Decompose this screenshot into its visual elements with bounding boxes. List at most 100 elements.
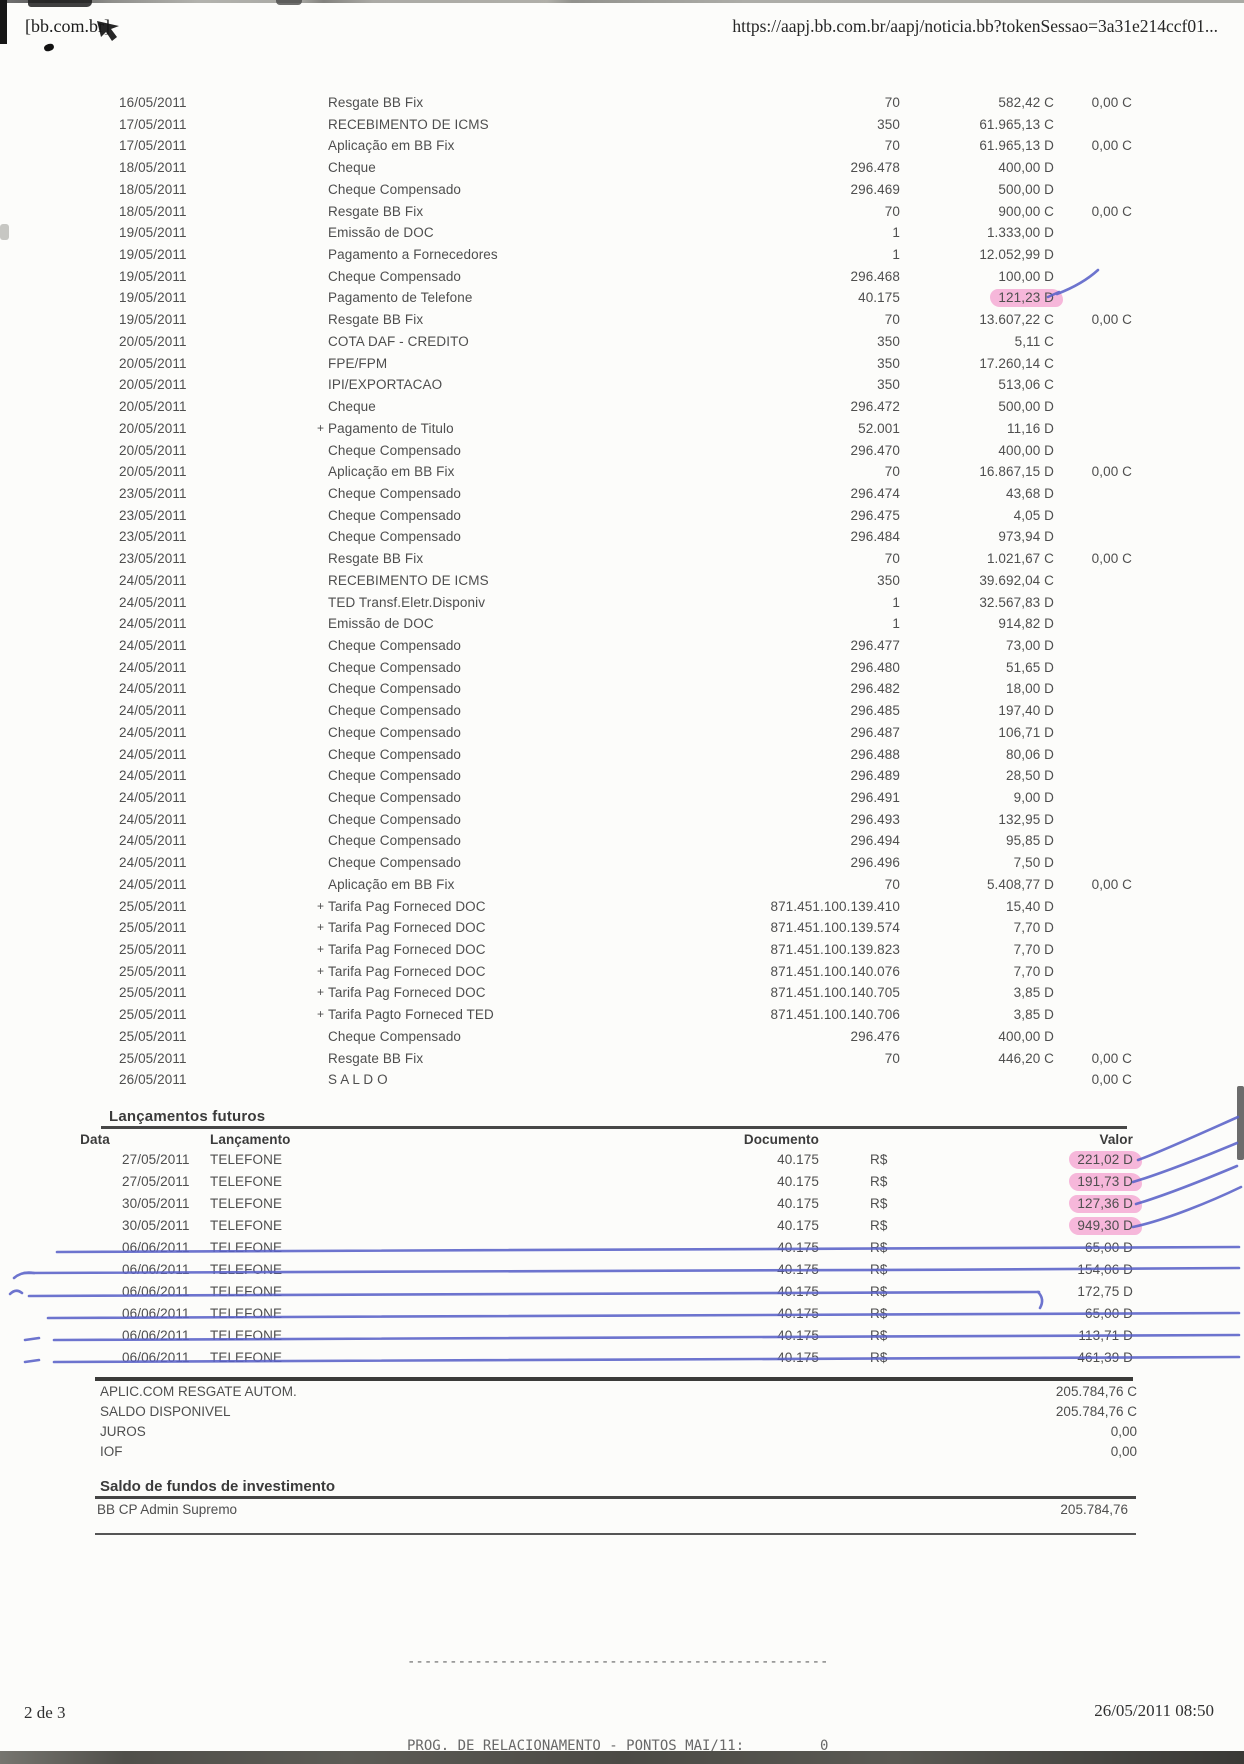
transaction-document: 871.451.100.139.574 — [770, 920, 900, 936]
transaction-document: 70 — [884, 1050, 900, 1066]
transaction-value: 7,70 D — [1013, 920, 1054, 936]
transaction-date: 23/05/2011 — [119, 507, 187, 523]
transaction-balance — [1054, 266, 1132, 288]
transaction-document: 1 — [892, 594, 900, 610]
plus-indicator — [317, 635, 328, 657]
future-entry-document: 40.175 — [777, 1328, 819, 1343]
plus-indicator — [317, 461, 328, 483]
transaction-value: 106,71 D — [998, 724, 1054, 740]
transaction-document: 70 — [884, 551, 900, 567]
transaction-document: 296.489 — [850, 768, 900, 784]
future-entry-row: 06/06/2011 TELEFONE 40.175 R$ 65,00 D — [0, 1237, 1244, 1259]
transaction-value: 7,70 D — [1013, 942, 1054, 958]
plus-indicator — [317, 874, 328, 896]
transaction-value: 61.965,13 D — [979, 138, 1054, 154]
plus-indicator — [317, 570, 328, 592]
transaction-row: 24/05/2011 Emissão de DOC 1 914,82 D — [0, 613, 1244, 635]
transaction-value: 400,00 D — [998, 1028, 1054, 1044]
transaction-date: 24/05/2011 — [119, 790, 187, 805]
transaction-date: 20/05/2011 — [119, 399, 187, 415]
future-entry-date: 27/05/2011 — [122, 1152, 190, 1167]
transaction-row: 24/05/2011 Cheque Compensado 296.485 197… — [0, 700, 1244, 722]
transaction-document: 350 — [877, 116, 900, 132]
transaction-document: 296.493 — [850, 811, 900, 827]
transaction-description: Cheque Compensado — [328, 442, 462, 458]
transaction-row: 18/05/2011 Cheque Compensado 296.469 500… — [0, 179, 1244, 201]
transaction-balance — [1054, 157, 1132, 179]
transaction-date: 23/05/2011 — [119, 551, 187, 567]
transaction-balance — [1054, 657, 1132, 679]
plus-indicator — [317, 135, 328, 157]
transaction-row: 24/05/2011 Aplicação em BB Fix 70 5.408,… — [0, 874, 1244, 896]
ink-smudge-artifact — [43, 42, 55, 53]
transaction-balance — [1054, 114, 1132, 136]
future-entry-row: 30/05/2011 TELEFONE 40.175 R$ 949,30 D — [0, 1215, 1244, 1237]
funds-title-rule — [95, 1496, 1136, 1499]
plus-indicator — [317, 179, 328, 201]
transaction-value: 17.260,14 C — [979, 355, 1054, 371]
transaction-description: Pagamento de Titulo — [328, 420, 454, 436]
transaction-balance — [1054, 939, 1132, 961]
transaction-document: 296.491 — [850, 790, 900, 805]
transaction-balance — [1054, 635, 1132, 657]
plus-indicator — [317, 222, 328, 244]
transaction-date: 17/05/2011 — [119, 138, 187, 154]
transaction-date: 25/05/2011 — [119, 963, 187, 979]
transaction-document: 296.470 — [850, 442, 900, 458]
transaction-description: Cheque Compensado — [328, 790, 462, 805]
transaction-document: 70 — [884, 312, 900, 328]
transaction-document: 350 — [877, 377, 900, 393]
scan-artifact-left-smudge — [0, 224, 9, 240]
transaction-description: Emissão de DOC — [328, 616, 434, 632]
transaction-row: 17/05/2011 RECEBIMENTO DE ICMS 350 61.96… — [0, 114, 1244, 136]
scan-artifact-bottom-bar — [0, 1751, 1244, 1764]
scan-artifact-left-edge — [0, 0, 7, 44]
transaction-document: 296.474 — [850, 485, 900, 501]
funds-table: BB CP Admin Supremo 205.784,76 — [0, 1500, 1128, 1520]
transaction-document: 296.475 — [850, 507, 900, 523]
future-entry-document: 40.175 — [777, 1350, 819, 1365]
transaction-description: Cheque Compensado — [328, 746, 462, 762]
transaction-description: Resgate BB Fix — [328, 95, 424, 110]
transaction-description: Cheque — [328, 160, 376, 176]
future-entry-row: 27/05/2011 TELEFONE 40.175 R$ 221,02 D — [0, 1149, 1244, 1171]
plus-indicator — [317, 201, 328, 223]
transaction-description: Resgate BB Fix — [328, 312, 424, 328]
plus-indicator: + — [317, 1007, 325, 1022]
future-entry-currency: R$ — [870, 1218, 888, 1233]
future-entry-document: 40.175 — [777, 1218, 819, 1233]
plus-indicator — [317, 700, 328, 722]
transaction-document: 871.451.100.140.705 — [770, 985, 900, 1001]
fund-balance: 205.784,76 — [1060, 1502, 1128, 1517]
transaction-description: Cheque Compensado — [328, 529, 462, 545]
transaction-date: 25/05/2011 — [119, 1028, 187, 1044]
future-entry-document: 40.175 — [777, 1196, 819, 1211]
futures-col-lancamento: Lançamento — [210, 1132, 291, 1147]
future-entry-document: 40.175 — [777, 1284, 819, 1299]
transaction-date: 18/05/2011 — [119, 160, 187, 176]
transaction-description: Cheque Compensado — [328, 1028, 462, 1044]
future-entry-row: 30/05/2011 TELEFONE 40.175 R$ 127,36 D — [0, 1193, 1244, 1215]
futures-header-row: Data Lançamento Documento Valor — [0, 1131, 1244, 1149]
future-entry-row: 06/06/2011 TELEFONE 40.175 R$ 113,71 D — [0, 1325, 1244, 1347]
transaction-date: 25/05/2011 — [119, 942, 187, 958]
transaction-description: Cheque Compensado — [328, 724, 462, 740]
summary-label: JUROS — [100, 1424, 146, 1439]
transaction-document: 296.487 — [850, 724, 900, 740]
transaction-value: 51,65 D — [1006, 659, 1054, 675]
transaction-document: 70 — [884, 464, 900, 480]
futures-col-valor: Valor — [1099, 1132, 1133, 1147]
transaction-balance — [1054, 244, 1132, 266]
transaction-value: 95,85 D — [1006, 833, 1054, 849]
future-entry-date: 06/06/2011 — [122, 1306, 190, 1321]
transaction-date: 20/05/2011 — [119, 377, 187, 393]
future-entry-date: 30/05/2011 — [122, 1196, 190, 1211]
plus-indicator: + — [317, 942, 325, 957]
transaction-date: 19/05/2011 — [119, 290, 187, 306]
transaction-row: 20/05/2011 Cheque 296.472 500,00 D — [0, 396, 1244, 418]
plus-indicator — [317, 440, 328, 462]
scan-artifact-top-blob — [28, 0, 92, 7]
transaction-balance — [1054, 1026, 1132, 1048]
transaction-document: 296.488 — [850, 746, 900, 762]
